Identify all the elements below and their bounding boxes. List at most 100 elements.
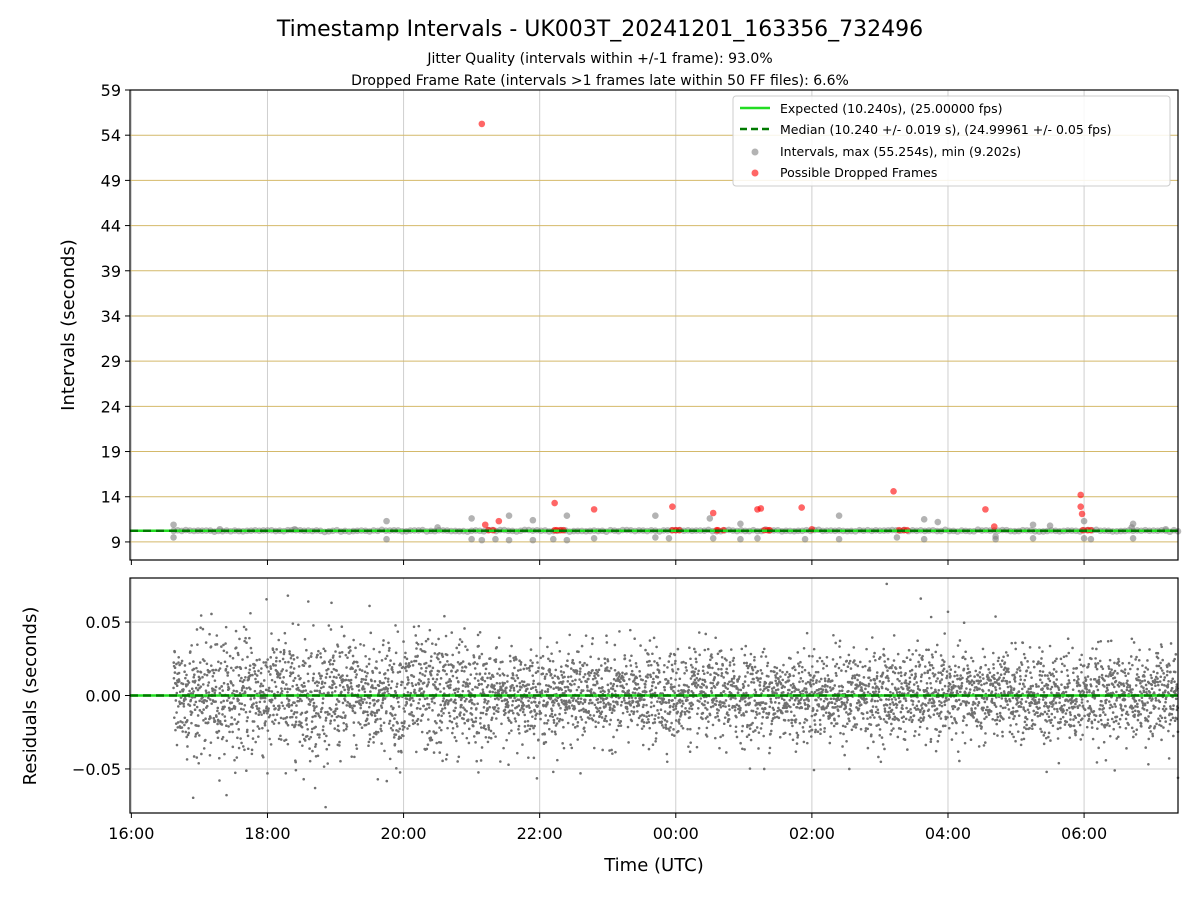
residual-point (873, 678, 877, 682)
residual-point (528, 706, 531, 709)
residual-point (244, 710, 248, 714)
dropped-frame-point (890, 488, 897, 495)
residual-point (332, 675, 336, 679)
residual-point (632, 679, 636, 682)
residual-point (420, 667, 423, 670)
residual-point (282, 650, 286, 654)
residual-point (334, 685, 338, 689)
residual-point (395, 728, 398, 732)
residual-point (1038, 714, 1042, 717)
residual-point (531, 674, 535, 677)
residual-point (548, 668, 552, 672)
residual-point (494, 691, 497, 694)
residual-point (364, 723, 368, 727)
residual-point (885, 703, 889, 707)
residual-point (890, 722, 893, 726)
residual-point (206, 684, 210, 687)
residual-point (740, 729, 744, 733)
residual-point (704, 706, 707, 710)
residual-point (621, 711, 625, 715)
residual-point (486, 740, 490, 744)
residual-point (652, 680, 656, 684)
residual-point (194, 700, 198, 704)
residual-point (688, 707, 691, 710)
residual-point (403, 725, 406, 729)
residual-point (354, 646, 357, 650)
residual-point (903, 660, 906, 664)
residual-point (652, 671, 655, 675)
residual-point (655, 661, 659, 665)
residual-point (277, 638, 281, 642)
residual-point (889, 690, 892, 694)
residual-point (703, 680, 707, 683)
residual-point (449, 679, 453, 683)
residual-point (973, 675, 976, 678)
residual-point (364, 654, 367, 658)
residual-point (347, 688, 350, 692)
residual-point (216, 709, 219, 713)
residual-point (402, 640, 405, 643)
residual-point (809, 678, 813, 682)
residual-point (801, 726, 805, 729)
residual-point (227, 725, 230, 728)
residual-point (252, 702, 255, 705)
residual-point (562, 671, 566, 674)
residual-point (1025, 717, 1029, 721)
residual-point (543, 721, 546, 725)
residual-point (189, 698, 193, 702)
residual-point (580, 680, 583, 684)
interval-point (1029, 535, 1037, 542)
residual-point (762, 734, 765, 738)
residual-point (484, 667, 488, 671)
residual-point (782, 698, 786, 702)
residual-point (670, 721, 673, 725)
residual-point (435, 731, 438, 735)
residual-point (507, 704, 510, 707)
residual-point (636, 682, 640, 686)
residual-point (344, 714, 347, 717)
intervals-y-tick-label: 9 (111, 533, 121, 552)
residual-point (1020, 697, 1024, 701)
residual-point (511, 703, 514, 707)
residual-point (845, 711, 848, 714)
residual-point (794, 718, 798, 721)
residual-point (924, 696, 927, 700)
residual-point (643, 698, 646, 701)
residual-point (215, 731, 219, 734)
residual-point (519, 708, 522, 712)
residual-point (760, 655, 763, 658)
residual-point (885, 665, 888, 669)
residual-point (851, 674, 855, 678)
residual-point (845, 739, 848, 743)
residual-point (442, 697, 446, 700)
residual-point (731, 659, 735, 662)
residual-point (255, 674, 259, 677)
residual-point (510, 644, 513, 648)
residual-point (800, 670, 804, 674)
residual-point (523, 713, 527, 717)
residual-point (185, 719, 189, 722)
residual-point (500, 722, 503, 726)
residual-point (330, 670, 334, 674)
residual-point (1010, 732, 1014, 736)
residual-point (1039, 678, 1042, 682)
residual-point (435, 677, 439, 681)
residual-point (234, 646, 238, 650)
residual-point (660, 720, 664, 723)
residual-point (386, 677, 390, 681)
residual-point (191, 796, 195, 800)
residual-point (832, 712, 835, 715)
residual-point (767, 711, 771, 715)
residual-point (623, 657, 627, 660)
residual-point (237, 674, 241, 677)
residual-point (868, 666, 871, 670)
residual-point (297, 699, 301, 703)
residual-point (651, 652, 654, 656)
residual-point (715, 672, 718, 676)
residual-point (934, 749, 938, 753)
residual-point (865, 647, 868, 651)
residual-point (431, 677, 435, 681)
residual-point (376, 778, 380, 781)
residual-point (453, 709, 456, 713)
residual-point (627, 689, 631, 692)
